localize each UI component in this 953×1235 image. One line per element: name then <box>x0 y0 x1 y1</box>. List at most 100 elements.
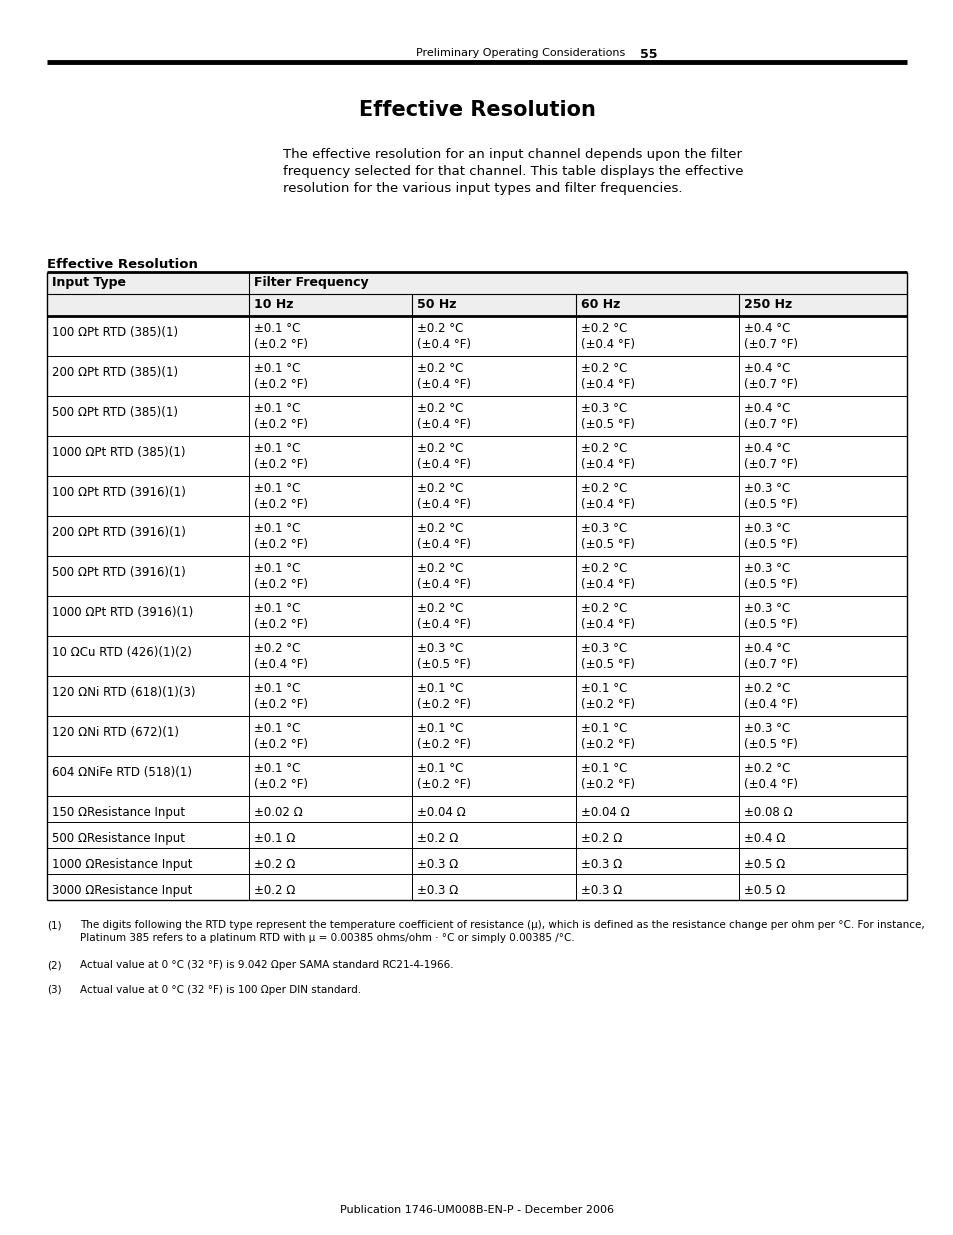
Text: ±0.02 Ω: ±0.02 Ω <box>253 806 302 819</box>
Text: ±0.3 °C: ±0.3 °C <box>580 403 626 415</box>
Text: ±0.3 Ω: ±0.3 Ω <box>417 858 458 871</box>
Text: (±0.5 °F): (±0.5 °F) <box>580 417 634 431</box>
Text: (±0.4 °F): (±0.4 °F) <box>253 658 308 671</box>
Text: ±0.1 °C: ±0.1 °C <box>417 762 463 776</box>
Text: ±0.1 °C: ±0.1 °C <box>253 442 300 454</box>
Text: Filter Frequency: Filter Frequency <box>253 275 369 289</box>
Text: ±0.2 °C: ±0.2 °C <box>580 562 627 576</box>
Text: 120 ΩNi RTD (618)(1)(3): 120 ΩNi RTD (618)(1)(3) <box>52 685 195 699</box>
Text: ±0.5 Ω: ±0.5 Ω <box>743 884 784 897</box>
Text: ±0.2 Ω: ±0.2 Ω <box>417 832 458 845</box>
Text: (±0.4 °F): (±0.4 °F) <box>580 578 635 592</box>
Text: (±0.5 °F): (±0.5 °F) <box>417 658 471 671</box>
Text: (2): (2) <box>47 960 62 969</box>
Text: ±0.3 °C: ±0.3 °C <box>743 722 790 735</box>
Text: (±0.4 °F): (±0.4 °F) <box>743 778 798 790</box>
Text: ±0.2 °C: ±0.2 °C <box>417 442 463 454</box>
Text: resolution for the various input types and filter frequencies.: resolution for the various input types a… <box>283 182 681 195</box>
Text: (±0.5 °F): (±0.5 °F) <box>743 538 798 551</box>
Text: 3000 ΩResistance Input: 3000 ΩResistance Input <box>52 884 193 897</box>
Text: (±0.2 °F): (±0.2 °F) <box>253 378 308 391</box>
Text: Input Type: Input Type <box>52 275 126 289</box>
Text: (±0.5 °F): (±0.5 °F) <box>580 658 634 671</box>
Text: (±0.2 °F): (±0.2 °F) <box>253 417 308 431</box>
Text: ±0.1 °C: ±0.1 °C <box>253 601 300 615</box>
Text: 1000 ΩResistance Input: 1000 ΩResistance Input <box>52 858 193 871</box>
Text: 10 ΩCu RTD (426)(1)(2): 10 ΩCu RTD (426)(1)(2) <box>52 646 192 659</box>
Text: (±0.4 °F): (±0.4 °F) <box>580 498 635 511</box>
Text: (±0.5 °F): (±0.5 °F) <box>743 578 798 592</box>
Text: (±0.2 °F): (±0.2 °F) <box>253 498 308 511</box>
Text: ±0.1 °C: ±0.1 °C <box>580 722 627 735</box>
Text: 1000 ΩPt RTD (385)(1): 1000 ΩPt RTD (385)(1) <box>52 446 185 459</box>
Text: (±0.7 °F): (±0.7 °F) <box>743 417 798 431</box>
Text: ±0.1 °C: ±0.1 °C <box>253 682 300 695</box>
Text: ±0.2 °C: ±0.2 °C <box>580 482 627 495</box>
Text: ±0.4 °C: ±0.4 °C <box>743 322 790 335</box>
Text: ±0.3 °C: ±0.3 °C <box>743 522 790 535</box>
Text: (±0.2 °F): (±0.2 °F) <box>580 778 635 790</box>
Text: (±0.4 °F): (±0.4 °F) <box>417 578 471 592</box>
Text: Actual value at 0 °C (32 °F) is 9.042 Ωper SAMA standard RC21-4-1966.: Actual value at 0 °C (32 °F) is 9.042 Ωp… <box>80 960 453 969</box>
Text: (±0.7 °F): (±0.7 °F) <box>743 458 798 471</box>
Text: 150 ΩResistance Input: 150 ΩResistance Input <box>52 806 185 819</box>
Text: (±0.2 °F): (±0.2 °F) <box>580 739 635 751</box>
Text: 100 ΩPt RTD (385)(1): 100 ΩPt RTD (385)(1) <box>52 326 178 338</box>
Bar <box>47 272 906 294</box>
Text: ±0.1 °C: ±0.1 °C <box>580 762 627 776</box>
Text: 500 ΩPt RTD (385)(1): 500 ΩPt RTD (385)(1) <box>52 406 178 419</box>
Text: (±0.2 °F): (±0.2 °F) <box>417 698 471 711</box>
Text: Preliminary Operating Considerations: Preliminary Operating Considerations <box>416 48 624 58</box>
Text: The effective resolution for an input channel depends upon the filter: The effective resolution for an input ch… <box>283 148 741 161</box>
Text: (±0.2 °F): (±0.2 °F) <box>580 698 635 711</box>
Text: (±0.4 °F): (±0.4 °F) <box>417 417 471 431</box>
Text: 200 ΩPt RTD (385)(1): 200 ΩPt RTD (385)(1) <box>52 366 178 379</box>
Text: 1000 ΩPt RTD (3916)(1): 1000 ΩPt RTD (3916)(1) <box>52 606 193 619</box>
Text: (±0.5 °F): (±0.5 °F) <box>743 739 798 751</box>
Text: ±0.2 °C: ±0.2 °C <box>743 682 790 695</box>
Text: 120 ΩNi RTD (672)(1): 120 ΩNi RTD (672)(1) <box>52 726 179 739</box>
Text: ±0.5 Ω: ±0.5 Ω <box>743 858 784 871</box>
Text: 10 Hz: 10 Hz <box>253 298 294 311</box>
Text: (±0.4 °F): (±0.4 °F) <box>580 458 635 471</box>
Text: ±0.2 °C: ±0.2 °C <box>253 642 300 655</box>
Text: (±0.7 °F): (±0.7 °F) <box>743 658 798 671</box>
Text: (±0.4 °F): (±0.4 °F) <box>417 378 471 391</box>
Text: frequency selected for that channel. This table displays the effective: frequency selected for that channel. Thi… <box>283 165 742 178</box>
Text: (±0.2 °F): (±0.2 °F) <box>253 338 308 351</box>
Text: ±0.1 °C: ±0.1 °C <box>253 482 300 495</box>
Text: 500 ΩResistance Input: 500 ΩResistance Input <box>52 832 185 845</box>
Text: ±0.2 °C: ±0.2 °C <box>417 562 463 576</box>
Text: ±0.4 °C: ±0.4 °C <box>743 442 790 454</box>
Text: (±0.4 °F): (±0.4 °F) <box>580 338 635 351</box>
Text: ±0.2 °C: ±0.2 °C <box>417 601 463 615</box>
Text: 500 ΩPt RTD (3916)(1): 500 ΩPt RTD (3916)(1) <box>52 566 186 579</box>
Text: ±0.1 °C: ±0.1 °C <box>253 762 300 776</box>
Text: ±0.1 °C: ±0.1 °C <box>417 682 463 695</box>
Text: ±0.1 °C: ±0.1 °C <box>253 362 300 375</box>
Text: ±0.1 °C: ±0.1 °C <box>580 682 627 695</box>
Text: ±0.3 °C: ±0.3 °C <box>580 522 626 535</box>
Text: (±0.4 °F): (±0.4 °F) <box>743 698 798 711</box>
Text: ±0.4 °C: ±0.4 °C <box>743 362 790 375</box>
Text: 200 ΩPt RTD (3916)(1): 200 ΩPt RTD (3916)(1) <box>52 526 186 538</box>
Text: (±0.2 °F): (±0.2 °F) <box>253 778 308 790</box>
Text: (±0.2 °F): (±0.2 °F) <box>253 458 308 471</box>
Text: 50 Hz: 50 Hz <box>417 298 456 311</box>
Text: Actual value at 0 °C (32 °F) is 100 Ωper DIN standard.: Actual value at 0 °C (32 °F) is 100 Ωper… <box>80 986 361 995</box>
Text: ±0.1 °C: ±0.1 °C <box>253 562 300 576</box>
Text: 60 Hz: 60 Hz <box>580 298 619 311</box>
Text: (±0.2 °F): (±0.2 °F) <box>417 739 471 751</box>
Text: (±0.4 °F): (±0.4 °F) <box>417 618 471 631</box>
Text: ±0.3 Ω: ±0.3 Ω <box>580 884 621 897</box>
Text: Publication 1746-UM008B-EN-P - December 2006: Publication 1746-UM008B-EN-P - December … <box>339 1205 614 1215</box>
Text: ±0.3 Ω: ±0.3 Ω <box>580 858 621 871</box>
Text: ±0.3 °C: ±0.3 °C <box>580 642 626 655</box>
Text: (±0.5 °F): (±0.5 °F) <box>743 498 798 511</box>
Text: ±0.2 °C: ±0.2 °C <box>417 403 463 415</box>
Text: Platinum 385 refers to a platinum RTD with μ = 0.00385 ohms/ohm · °C or simply 0: Platinum 385 refers to a platinum RTD wi… <box>80 932 574 944</box>
Text: (±0.4 °F): (±0.4 °F) <box>580 618 635 631</box>
Text: ±0.2 Ω: ±0.2 Ω <box>253 884 295 897</box>
Text: (±0.4 °F): (±0.4 °F) <box>417 538 471 551</box>
Text: ±0.1 °C: ±0.1 °C <box>417 722 463 735</box>
